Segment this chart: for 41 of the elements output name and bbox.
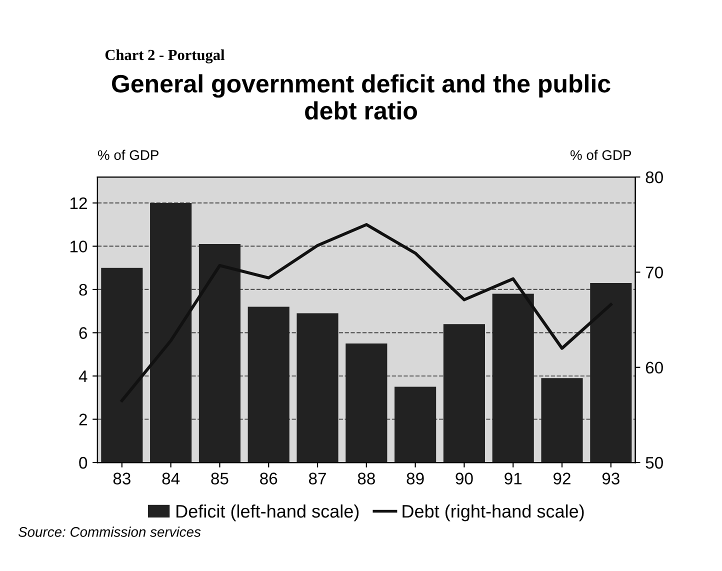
y2-tick-label: 80 xyxy=(646,171,663,184)
chart-title: General government deficit and the public debt ratio xyxy=(112,74,610,120)
source-note: Source: Commission services xyxy=(18,526,201,537)
line-series xyxy=(120,223,612,402)
bar xyxy=(150,202,192,463)
y2-axis-title: % of GDP xyxy=(570,150,632,160)
y-tick-label: 12 xyxy=(70,197,87,210)
x-tick-label: 89 xyxy=(406,472,424,484)
bar xyxy=(394,386,436,463)
x-tick-label: 91 xyxy=(504,472,522,484)
bar xyxy=(346,344,388,463)
y2-tick-label: 50 xyxy=(646,456,663,469)
legend-label: Deficit (left-hand scale) xyxy=(176,504,359,522)
x-tick-label: 92 xyxy=(554,472,570,484)
bar xyxy=(492,294,534,463)
y-tick-label: 10 xyxy=(70,240,88,252)
legend-label: Debt (right-hand scale) xyxy=(402,504,584,522)
x-tick-label: 88 xyxy=(358,472,375,484)
x-tick-label: 93 xyxy=(602,472,620,484)
bar xyxy=(198,244,240,463)
y-tick-label: 4 xyxy=(78,370,88,382)
bar xyxy=(101,268,143,463)
y2-tick-label: 70 xyxy=(646,266,663,278)
x-tick-label: 85 xyxy=(211,472,228,484)
bar xyxy=(443,324,485,463)
x-tick-label: 87 xyxy=(308,472,326,484)
bar xyxy=(541,378,583,463)
y2-tick-label: 60 xyxy=(646,362,663,374)
bar xyxy=(296,313,338,463)
y-tick-label: 8 xyxy=(79,284,88,296)
chart-subtitle: Chart 2 - Portugal xyxy=(105,49,225,64)
x-tick-label: 86 xyxy=(260,472,278,484)
y-tick-label: 0 xyxy=(79,456,88,469)
bar xyxy=(248,306,290,463)
x-tick-label: 90 xyxy=(456,472,473,484)
x-tick-label: 83 xyxy=(113,472,130,484)
x-tick-label: 84 xyxy=(162,472,180,484)
y-axis-title: % of GDP xyxy=(98,150,158,160)
bar xyxy=(590,282,632,463)
y-tick-label: 2 xyxy=(79,414,87,426)
y-tick-label: 6 xyxy=(79,327,88,339)
